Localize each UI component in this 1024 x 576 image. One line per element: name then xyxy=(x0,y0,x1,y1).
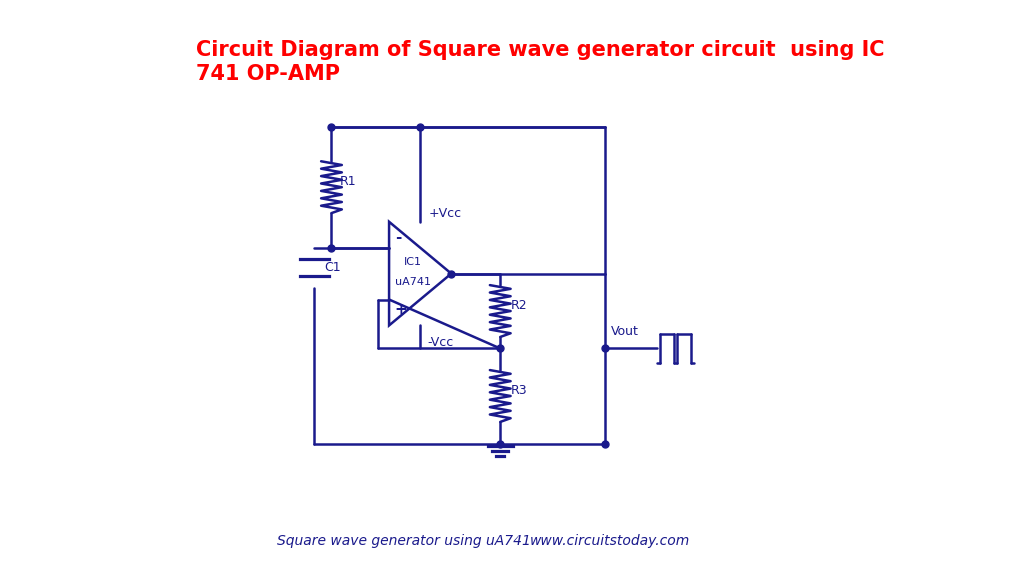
Text: R1: R1 xyxy=(340,175,356,188)
Text: Vout: Vout xyxy=(611,325,639,338)
Text: R3: R3 xyxy=(511,384,527,397)
Text: -: - xyxy=(395,230,401,245)
Text: +Vcc: +Vcc xyxy=(429,207,462,219)
Text: Square wave generator using uA741: Square wave generator using uA741 xyxy=(276,535,530,548)
Text: www.circuitstoday.com: www.circuitstoday.com xyxy=(530,535,690,548)
Text: C1: C1 xyxy=(325,262,341,274)
Text: uA741: uA741 xyxy=(394,277,431,287)
Text: +: + xyxy=(395,302,408,317)
Text: -Vcc: -Vcc xyxy=(427,336,454,349)
Text: Circuit Diagram of Square wave generator circuit  using IC
741 OP-AMP: Circuit Diagram of Square wave generator… xyxy=(197,40,885,84)
Text: R2: R2 xyxy=(511,299,527,312)
Text: IC1: IC1 xyxy=(403,257,422,267)
